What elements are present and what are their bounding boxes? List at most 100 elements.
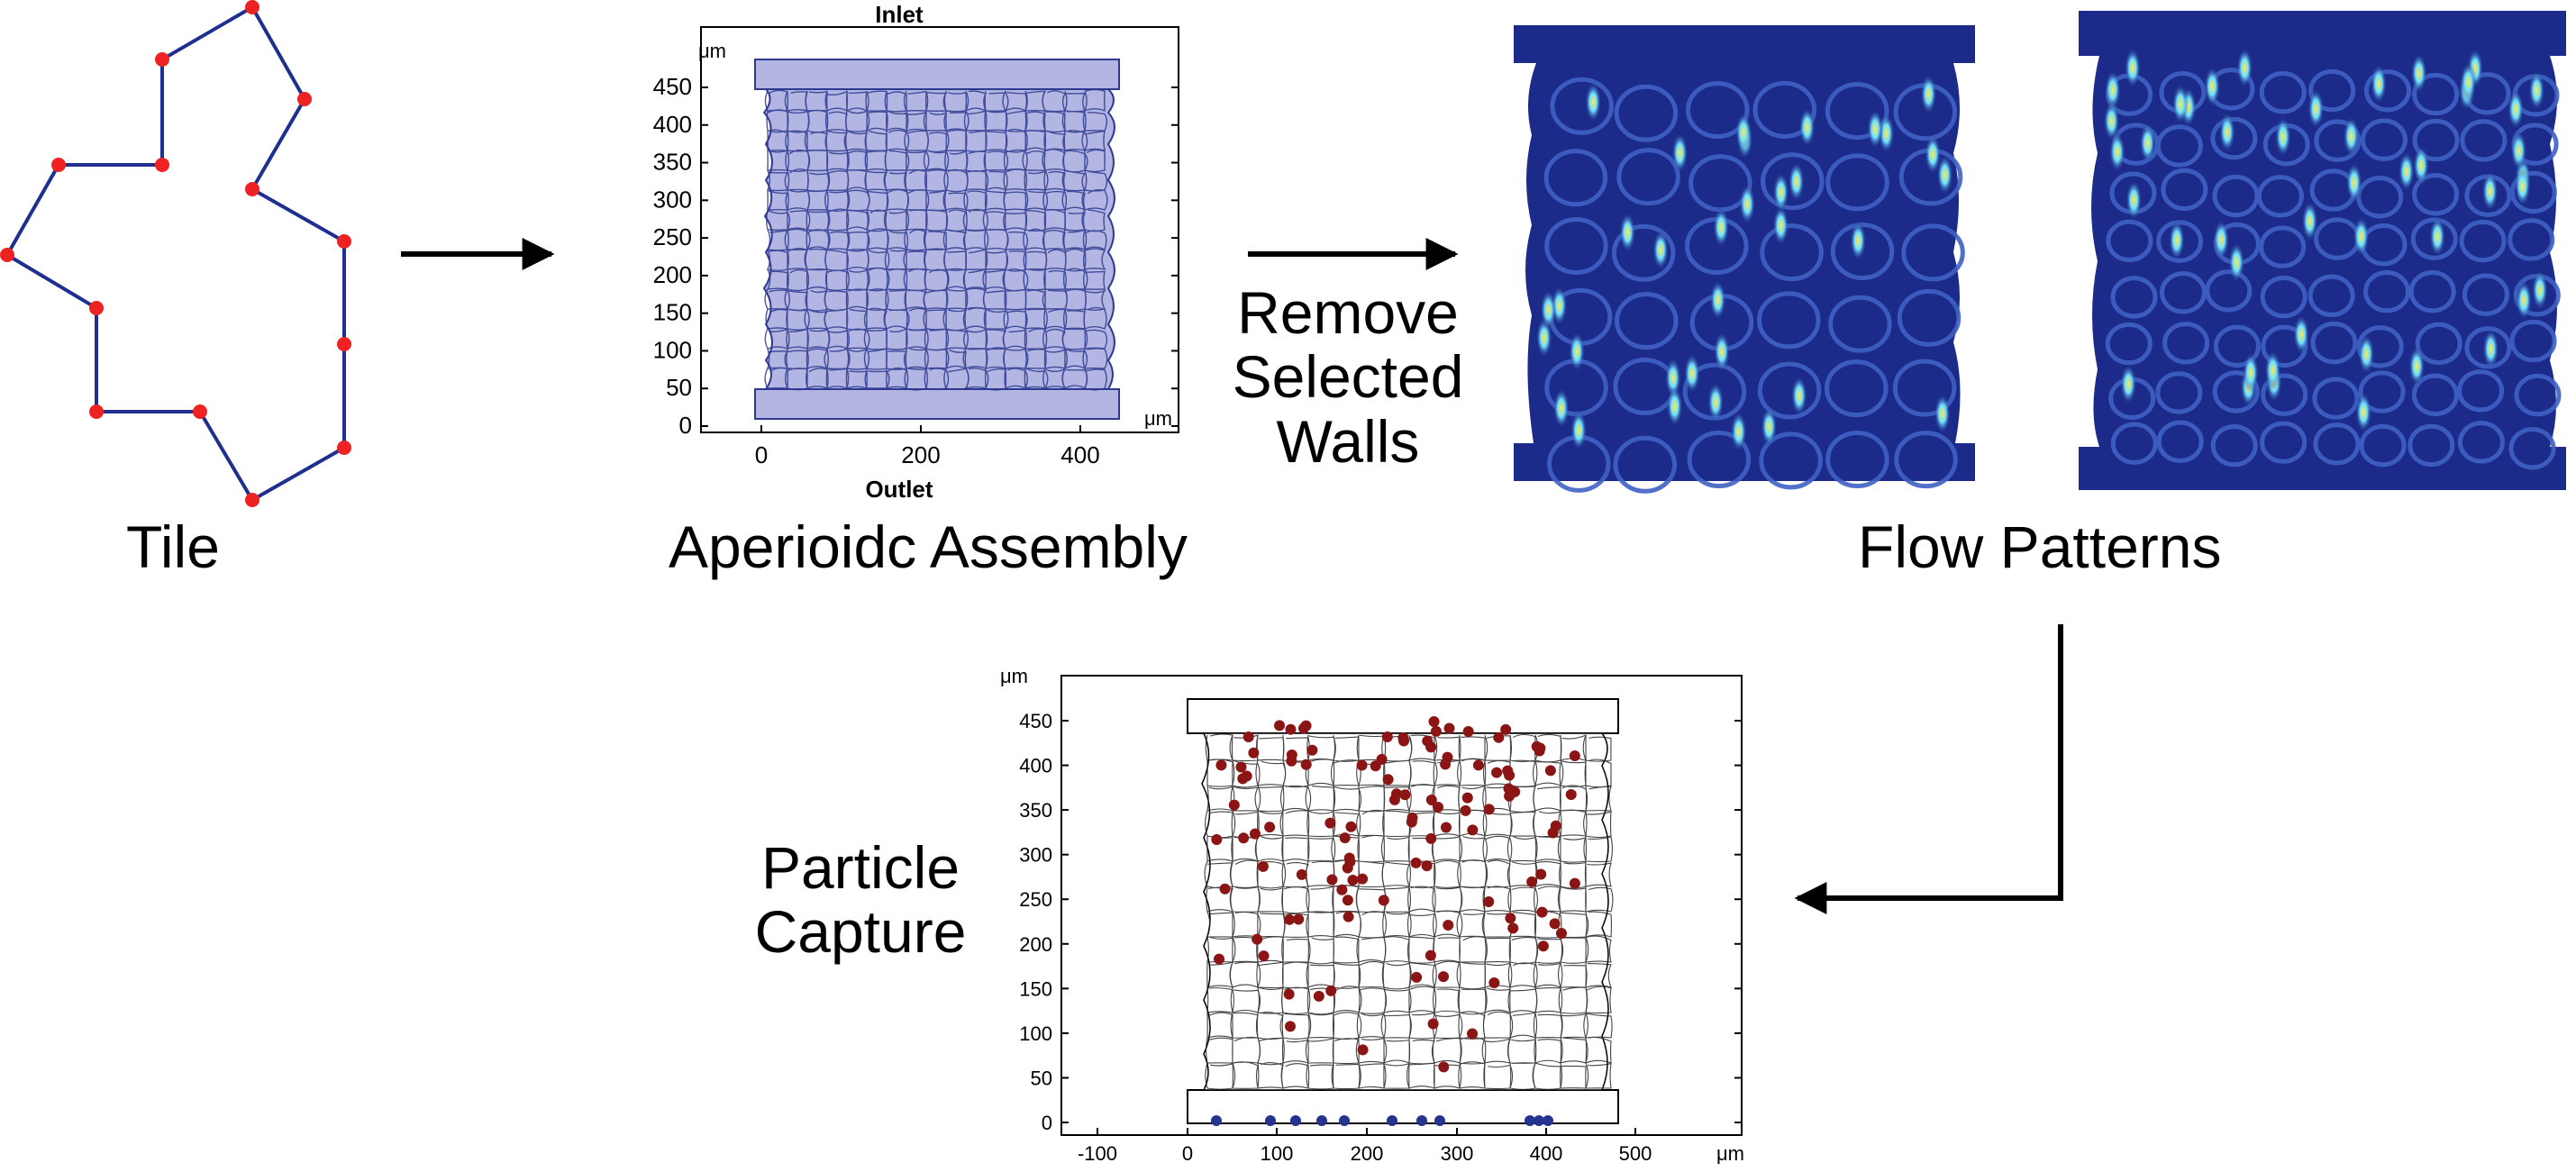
capture-line-1: Particle bbox=[760, 834, 960, 901]
captured-particle bbox=[1284, 913, 1296, 925]
escaped-particle bbox=[1434, 1115, 1445, 1126]
captured-particle bbox=[1428, 715, 1440, 727]
captured-particle bbox=[1569, 750, 1580, 762]
captured-particle bbox=[1248, 747, 1260, 759]
flow-hotspot bbox=[1730, 411, 1747, 451]
captured-particle bbox=[1462, 726, 1474, 738]
captured-particle bbox=[1569, 877, 1580, 889]
flow-hotspot bbox=[2345, 162, 2362, 203]
flow-cell-wall bbox=[1892, 359, 1957, 417]
capture-caption: Particle Capture bbox=[743, 834, 978, 965]
flow-hotspot bbox=[1798, 107, 1816, 148]
assembly-caption: Aperioidc Assembly bbox=[669, 513, 1188, 580]
escaped-particle bbox=[1211, 1115, 1222, 1126]
flow-hotspot bbox=[1920, 74, 1937, 114]
tile-vertex bbox=[193, 404, 207, 419]
y-tick-label: 300 bbox=[1019, 844, 1052, 867]
tile-vertex bbox=[245, 493, 259, 507]
escaped-particle bbox=[1525, 1115, 1535, 1126]
captured-particle bbox=[1300, 720, 1312, 731]
flow-cell-wall bbox=[1752, 80, 1817, 139]
flow-hotspot bbox=[2264, 350, 2281, 391]
captured-particle bbox=[1306, 744, 1318, 756]
escaped-particle bbox=[1416, 1115, 1427, 1126]
flow-hotspot bbox=[2103, 101, 2120, 141]
flow-cell-wall bbox=[2359, 423, 2407, 468]
captured-particle bbox=[1461, 792, 1473, 804]
captured-particle bbox=[1555, 927, 1567, 939]
captured-particle bbox=[1286, 749, 1297, 760]
flow-hotspot bbox=[1790, 376, 1807, 416]
flow-hotspot bbox=[1707, 382, 1725, 422]
flow-cell-wall bbox=[1613, 435, 1678, 494]
captured-particle bbox=[1472, 759, 1484, 771]
y-tick-label: 400 bbox=[1019, 755, 1052, 777]
assembly-tile-cell bbox=[1083, 88, 1106, 113]
flow-hotspot bbox=[2510, 131, 2527, 171]
captured-particle bbox=[1443, 722, 1455, 734]
flow-cell-wall bbox=[1543, 149, 1608, 207]
y-tick-label: 100 bbox=[653, 336, 692, 363]
tile-vertex bbox=[245, 0, 259, 14]
captured-particle bbox=[1467, 1028, 1479, 1040]
captured-particle bbox=[1228, 799, 1240, 811]
flow-cell-wall bbox=[1825, 359, 1889, 418]
captured-particle bbox=[1342, 862, 1353, 874]
flow-hotspot bbox=[2120, 364, 2137, 404]
flow-hotspot bbox=[2104, 69, 2121, 110]
flow-cell-wall bbox=[1894, 431, 1958, 489]
flow-hotspot bbox=[1569, 332, 1586, 372]
flow-cell-wall bbox=[2155, 371, 2203, 414]
captured-particle bbox=[1264, 822, 1276, 833]
capture-tile-cell bbox=[1583, 835, 1613, 863]
captured-particle bbox=[1219, 883, 1231, 895]
capture-x-unit: μm bbox=[1716, 1142, 1744, 1165]
y-tick-label: 200 bbox=[653, 261, 692, 288]
capture-tile-cell bbox=[1584, 860, 1612, 887]
flow-cell-wall bbox=[2411, 373, 2459, 416]
flow-hotspot bbox=[1788, 161, 1805, 202]
flow-hotspot bbox=[1739, 184, 1756, 224]
captured-particle bbox=[1399, 789, 1411, 801]
flow-cell-wall bbox=[2360, 118, 2408, 161]
y-tick-label: 0 bbox=[1042, 1112, 1052, 1134]
flow-hotspot bbox=[1735, 112, 1752, 152]
flow-cell-wall bbox=[2363, 269, 2411, 313]
flow-cell-wall bbox=[2508, 427, 2556, 470]
captured-particle bbox=[1422, 735, 1434, 747]
flow-cell-wall bbox=[1550, 77, 1614, 135]
flow-hotspot bbox=[1552, 388, 1570, 429]
captured-particle bbox=[1440, 759, 1452, 770]
flow-cell-wall bbox=[1611, 223, 1676, 282]
captured-particle bbox=[1411, 971, 1423, 983]
captured-particle bbox=[1536, 906, 1548, 918]
captured-particle bbox=[1257, 860, 1269, 872]
captured-particle bbox=[1549, 918, 1561, 930]
flow-hotspot bbox=[2355, 392, 2372, 432]
flow-pattern-left bbox=[1514, 25, 1975, 494]
captured-particle bbox=[1336, 884, 1348, 895]
capture-outlet-block bbox=[1187, 1089, 1619, 1124]
captured-particle bbox=[1488, 977, 1500, 988]
captured-particle bbox=[1313, 990, 1324, 1002]
captured-particle bbox=[1357, 873, 1369, 885]
flow-cell-wall bbox=[2210, 116, 2258, 160]
flow-hotspot bbox=[2301, 201, 2318, 241]
y-tick-label: 50 bbox=[666, 374, 692, 401]
tile-vertex bbox=[337, 441, 351, 455]
flow-cell-wall bbox=[2412, 118, 2460, 162]
flow-cell-wall bbox=[2260, 421, 2307, 464]
y-tick-label: 450 bbox=[1019, 710, 1052, 732]
remove-walls-caption: Remove Selected Walls bbox=[1231, 280, 1465, 474]
tile-vertex bbox=[245, 182, 259, 196]
escaped-particle bbox=[1316, 1115, 1327, 1126]
y-tick-label: 150 bbox=[653, 299, 692, 326]
flow-cell-wall bbox=[2155, 124, 2203, 168]
captured-particle bbox=[1390, 788, 1402, 800]
flow-cell-wall bbox=[1757, 291, 1821, 350]
captured-particle bbox=[1427, 1018, 1439, 1030]
flow-hotspot bbox=[1713, 207, 1730, 248]
captured-particle bbox=[1483, 804, 1495, 815]
y-tick-label: 200 bbox=[1019, 933, 1052, 956]
